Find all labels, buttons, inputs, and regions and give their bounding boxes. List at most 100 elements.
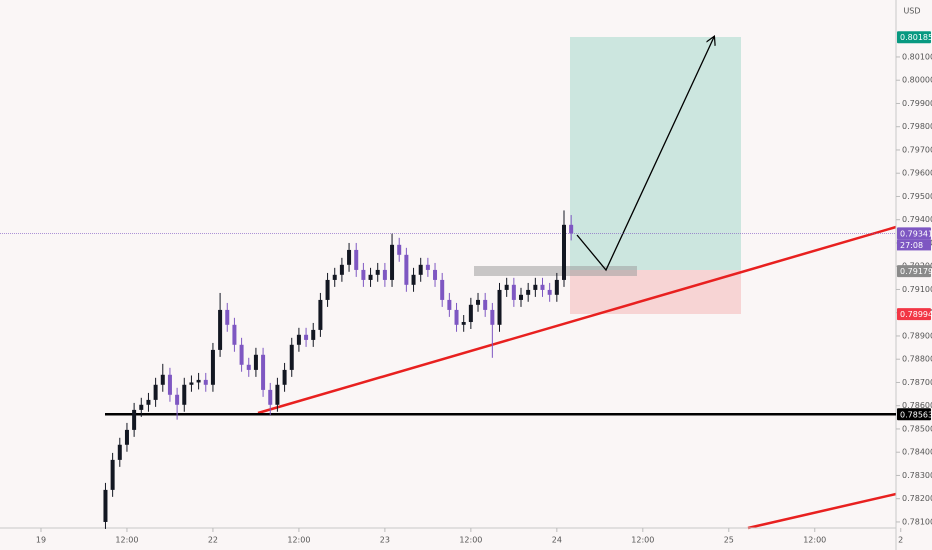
y-tick-label: 0.78200 <box>902 494 932 503</box>
y-tick-label: 0.79100 <box>902 285 932 294</box>
candle-body <box>304 334 309 340</box>
candle-body <box>289 344 294 370</box>
candle-body <box>540 284 545 290</box>
price-marker-box <box>897 265 931 278</box>
price-marker-label: 0.78563 <box>900 410 932 419</box>
candle-body <box>454 309 459 325</box>
y-tick-label: 0.79400 <box>902 215 932 224</box>
y-tick-label: 0.78300 <box>902 471 932 480</box>
candle-body <box>461 322 466 325</box>
trendline <box>747 492 897 530</box>
candle-body <box>354 249 359 270</box>
candle-body <box>397 244 402 255</box>
candle-body <box>404 254 409 285</box>
candle-body <box>139 404 144 410</box>
candle-body <box>239 344 244 365</box>
entry-zone <box>474 266 637 276</box>
candle-body <box>110 459 115 490</box>
candle-body <box>182 384 187 405</box>
y-tick-label: 0.78900 <box>902 331 932 340</box>
candle-body <box>296 334 301 345</box>
candle-body <box>153 384 158 400</box>
price-marker: 0.78563 <box>897 408 932 421</box>
drawings <box>257 37 897 530</box>
y-tick-label: 0.79700 <box>902 145 932 154</box>
candle-body <box>117 444 122 460</box>
candle-body <box>554 279 559 295</box>
candle-body <box>246 364 251 370</box>
candle-body <box>347 249 352 265</box>
candle-body <box>361 269 366 280</box>
y-tick-label: 0.78400 <box>902 448 932 457</box>
candle-body <box>203 379 208 385</box>
countdown-box <box>897 239 931 251</box>
candle-body <box>368 274 373 280</box>
candle-body <box>160 374 165 385</box>
candle-body <box>447 299 452 310</box>
candle-body <box>490 309 495 325</box>
x-tick-label: 12:00 <box>631 536 654 545</box>
price-marker-label: 0.78994 <box>900 310 932 319</box>
candle-body <box>325 279 330 300</box>
candle-body <box>210 349 215 385</box>
candle-body <box>561 224 566 280</box>
candle-body <box>569 224 574 234</box>
candle-body <box>418 264 423 275</box>
y-tick-label: 0.79500 <box>902 192 932 201</box>
x-tick-label: 25 <box>724 536 734 545</box>
projection-arrow <box>576 37 714 272</box>
candle-body <box>440 279 445 300</box>
trendline <box>257 225 897 415</box>
y-tick-label: 0.78100 <box>902 517 932 526</box>
stop-zone <box>570 270 741 314</box>
candle-body <box>390 244 395 280</box>
candle-body <box>124 429 129 445</box>
y-tick-label: 0.80000 <box>902 76 932 85</box>
y-tick-label: 0.80100 <box>902 52 932 61</box>
candle-body <box>382 269 387 280</box>
candle-body <box>497 289 502 325</box>
x-tick-label: 23 <box>380 536 390 545</box>
x-tick-label: 12:00 <box>115 536 138 545</box>
y-tick-label: 0.79800 <box>902 122 932 131</box>
candle-body <box>196 379 201 383</box>
candle-body <box>225 309 230 325</box>
candle-body <box>232 324 237 345</box>
candle-body <box>282 369 287 385</box>
candle-body <box>411 274 416 285</box>
target-zone <box>570 37 741 270</box>
price-marker-label: 0.80185 <box>900 33 932 42</box>
candle-body <box>483 299 488 310</box>
candle-body <box>275 384 280 405</box>
candle-body <box>468 304 473 323</box>
candle-body <box>339 264 344 275</box>
x-tick-label: 24 <box>552 536 562 545</box>
candle-body <box>433 269 438 280</box>
x-tick-label: 12:00 <box>459 536 482 545</box>
candle-body <box>311 329 316 340</box>
candle-body <box>547 289 552 295</box>
price-marker: 0.78994 <box>897 308 932 321</box>
candle-body <box>332 274 337 280</box>
x-tick-label: 19 <box>36 536 46 545</box>
candle-body <box>476 299 481 305</box>
candle-body <box>519 294 524 300</box>
candle-body <box>504 284 509 290</box>
price-marker-box <box>897 308 931 321</box>
y-tick-label: 0.78500 <box>902 424 932 433</box>
price-marker-label: 0.79341 <box>900 229 932 238</box>
candle-body <box>253 354 258 370</box>
candle-body <box>132 409 137 430</box>
price-marker: 0.79179 <box>897 265 932 278</box>
candle-body <box>261 354 266 390</box>
candle-body <box>375 269 380 275</box>
price-marker-box <box>897 31 931 44</box>
y-tick-label: 0.78700 <box>902 378 932 387</box>
price-marker-box <box>897 408 931 421</box>
candle-body <box>425 264 430 270</box>
x-tick-label: 12:00 <box>803 536 826 545</box>
y-tick-label: 0.79600 <box>902 169 932 178</box>
y-tick-label: 0.79900 <box>902 99 932 108</box>
price-marker-label: 0.79179 <box>900 267 932 276</box>
y-tick-label: 0.78600 <box>902 401 932 410</box>
